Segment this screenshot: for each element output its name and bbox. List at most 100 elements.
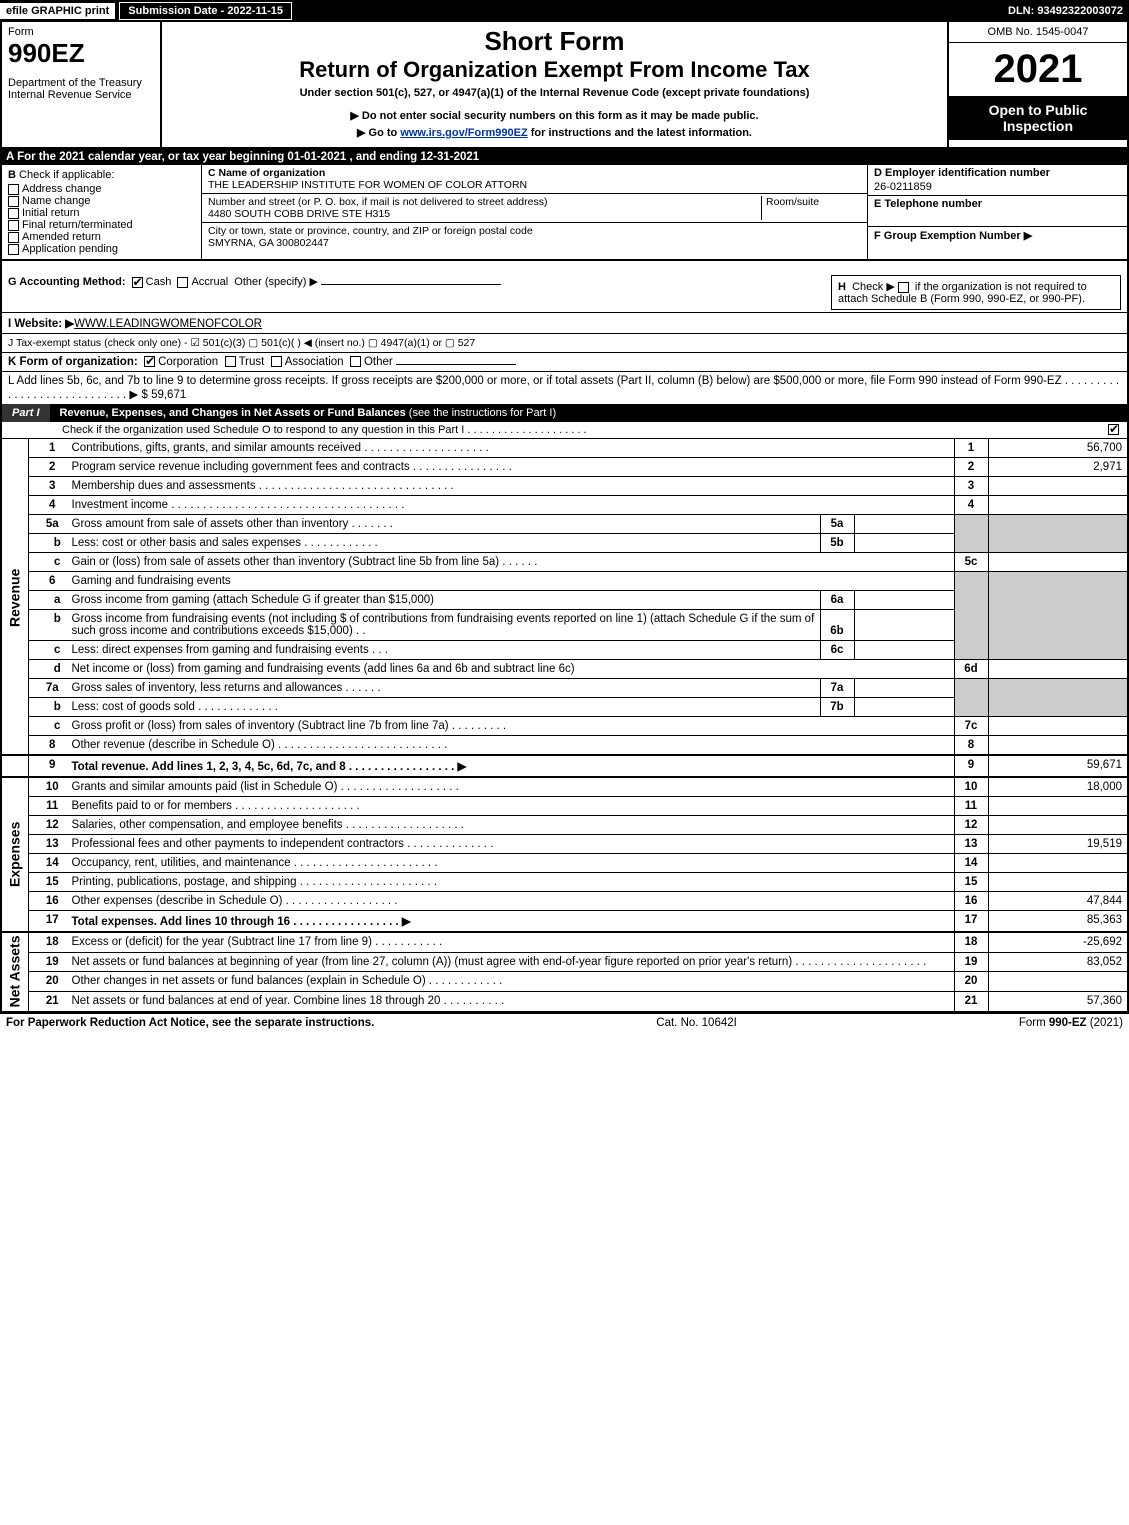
rv19: 83,052: [988, 952, 1128, 972]
d7b: Less: cost of goods sold . . . . . . . .…: [67, 698, 821, 717]
d6a: Gross income from gaming (attach Schedul…: [67, 591, 821, 610]
rn19: 19: [954, 952, 988, 972]
rv8: [988, 736, 1128, 756]
in6a: 6a: [820, 591, 854, 610]
row-c-name: C Name of organization THE LEADERSHIP IN…: [202, 165, 867, 194]
d10: Grants and similar amounts paid (list in…: [67, 777, 955, 797]
rn5c: 5c: [954, 553, 988, 572]
chk-association[interactable]: [271, 356, 282, 367]
iv7a: [854, 679, 954, 698]
chk-initial-return[interactable]: [8, 208, 19, 219]
chk-application-pending[interactable]: [8, 244, 19, 255]
n5c: c: [29, 553, 67, 572]
iv6c: [854, 641, 954, 660]
n2: 2: [29, 458, 67, 477]
chk-amended-return[interactable]: [8, 232, 19, 243]
rv16: 47,844: [988, 892, 1128, 911]
n7a: 7a: [29, 679, 67, 698]
opt-association: Association: [285, 356, 344, 368]
iv6a: [854, 591, 954, 610]
form-header: Form 990EZ Department of the Treasury In…: [0, 22, 1129, 149]
chk-address-change[interactable]: [8, 184, 19, 195]
rn18: 18: [954, 932, 988, 952]
efile-print-label[interactable]: efile GRAPHIC print: [0, 3, 115, 19]
title-return: Return of Organization Exempt From Incom…: [170, 57, 939, 83]
c-label: C Name of organization: [208, 167, 325, 179]
rn8: 8: [954, 736, 988, 756]
n6c: c: [29, 641, 67, 660]
d5a: Gross amount from sale of assets other t…: [67, 515, 821, 534]
n19: 19: [29, 952, 67, 972]
n3: 3: [29, 477, 67, 496]
section-k: K Form of organization: Corporation Trus…: [0, 353, 1129, 372]
g-label: G Accounting Method:: [8, 276, 126, 288]
shv6: [988, 572, 1128, 660]
n21: 21: [29, 992, 67, 1012]
in5a: 5a: [820, 515, 854, 534]
iv5a: [854, 515, 954, 534]
opt-address-change: Address change: [22, 183, 102, 195]
row-c-addr: Number and street (or P. O. box, if mail…: [202, 194, 867, 223]
footer-right-pre: Form: [1019, 1017, 1049, 1029]
iv6b: [854, 610, 954, 641]
rv13: 19,519: [988, 835, 1128, 854]
submission-date: Submission Date - 2022-11-15: [119, 2, 292, 20]
form-number: 990EZ: [8, 38, 154, 69]
side-expenses: Expenses: [1, 777, 29, 932]
row-c-city: City or town, state or province, country…: [202, 223, 867, 251]
n1: 1: [29, 439, 67, 458]
part-i-title: Revenue, Expenses, and Changes in Net As…: [50, 404, 567, 422]
irs-link[interactable]: www.irs.gov/Form990EZ: [400, 127, 527, 139]
rn6d: 6d: [954, 660, 988, 679]
d17b: Total expenses. Add lines 10 through 16 …: [72, 916, 411, 928]
n5b: b: [29, 534, 67, 553]
opt-other-specify: Other (specify) ▶: [234, 276, 318, 288]
opt-trust: Trust: [239, 356, 265, 368]
chk-schedule-o[interactable]: [1108, 424, 1119, 435]
rv14: [988, 854, 1128, 873]
n16: 16: [29, 892, 67, 911]
rv1: 56,700: [988, 439, 1128, 458]
addr-val: 4480 SOUTH COBB DRIVE STE H315: [208, 208, 390, 220]
chk-cash[interactable]: [132, 277, 143, 288]
d5c: Gain or (loss) from sale of assets other…: [67, 553, 955, 572]
dln: DLN: 93492322003072: [1008, 5, 1129, 17]
opt-corporation: Corporation: [158, 356, 218, 368]
d7c: Gross profit or (loss) from sales of inv…: [67, 717, 955, 736]
d14: Occupancy, rent, utilities, and maintena…: [67, 854, 955, 873]
opt-accrual: Accrual: [191, 276, 228, 288]
sh5: [954, 515, 988, 553]
n9: 9: [29, 755, 67, 777]
n13: 13: [29, 835, 67, 854]
d13: Professional fees and other payments to …: [67, 835, 955, 854]
n7c: c: [29, 717, 67, 736]
chk-final-return[interactable]: [8, 220, 19, 231]
chk-other-org[interactable]: [350, 356, 361, 367]
rn13: 13: [954, 835, 988, 854]
n14: 14: [29, 854, 67, 873]
chk-corporation[interactable]: [144, 356, 155, 367]
n6b: b: [29, 610, 67, 641]
rn14: 14: [954, 854, 988, 873]
dept-treasury: Department of the Treasury Internal Reve…: [8, 77, 154, 101]
n11: 11: [29, 797, 67, 816]
rv12: [988, 816, 1128, 835]
subtitle-goto: ▶ Go to www.irs.gov/Form990EZ for instru…: [170, 126, 939, 139]
n15: 15: [29, 873, 67, 892]
chk-name-change[interactable]: [8, 196, 19, 207]
d4: Investment income . . . . . . . . . . . …: [67, 496, 955, 515]
chk-trust[interactable]: [225, 356, 236, 367]
section-l: L Add lines 5b, 6c, and 7b to line 9 to …: [0, 372, 1129, 404]
website-val: WWW.LEADINGWOMENOFCOLOR: [74, 318, 262, 330]
chk-accrual[interactable]: [177, 277, 188, 288]
footer-right-bold: 990-EZ: [1049, 1017, 1087, 1029]
rv4: [988, 496, 1128, 515]
header-center: Short Form Return of Organization Exempt…: [162, 22, 947, 147]
chk-schedule-b[interactable]: [898, 282, 909, 293]
d7a: Gross sales of inventory, less returns a…: [67, 679, 821, 698]
d17: Total expenses. Add lines 10 through 16 …: [67, 911, 955, 933]
in5b: 5b: [820, 534, 854, 553]
header-left: Form 990EZ Department of the Treasury In…: [2, 22, 162, 147]
rv20: [988, 972, 1128, 992]
d2: Program service revenue including govern…: [67, 458, 955, 477]
